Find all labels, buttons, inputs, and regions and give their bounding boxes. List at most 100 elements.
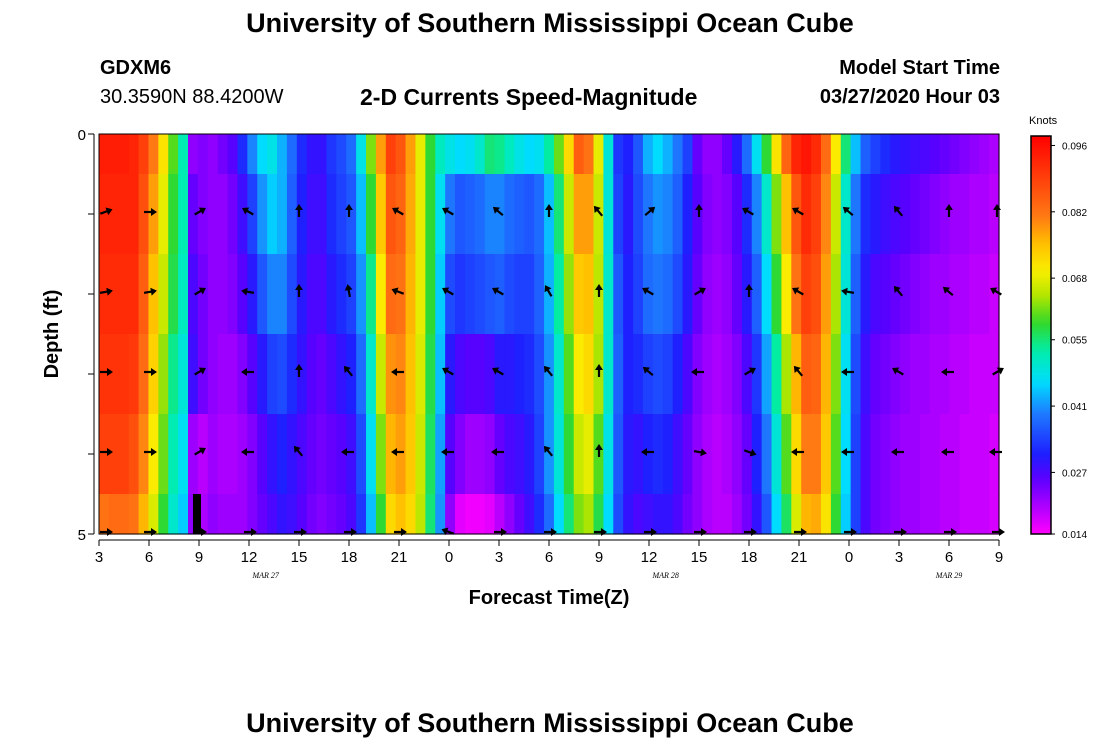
y-axis: 05	[78, 127, 95, 544]
heatmap-cell	[682, 494, 694, 535]
current-arrow-head	[491, 448, 497, 456]
current-arrow	[989, 448, 1002, 456]
heatmap-cell	[682, 174, 694, 255]
heatmap-cell	[870, 414, 881, 495]
heatmap-cell	[455, 254, 466, 335]
heatmap-cell	[919, 414, 931, 495]
heatmap-cell	[306, 414, 318, 495]
heatmap-cell	[494, 134, 506, 175]
heatmap-cell	[435, 134, 446, 175]
no-data-cells	[193, 494, 201, 534]
heatmap-cell	[633, 494, 644, 535]
heatmap-cell	[613, 174, 624, 255]
heatmap-cell	[791, 134, 802, 175]
heatmap-cell	[811, 174, 822, 255]
heatmap-cell	[939, 254, 951, 335]
heatmap-cell	[692, 134, 703, 175]
heatmap-cell	[306, 494, 318, 535]
y-tick-label: 0	[78, 127, 86, 144]
heatmap-cell	[425, 254, 436, 335]
heatmap-cell	[771, 134, 783, 175]
heatmap-cell	[652, 414, 664, 495]
heatmap-cell	[672, 494, 684, 535]
heatmap-cell	[662, 334, 674, 415]
current-arrow-head	[748, 367, 756, 375]
heatmap-cell	[267, 414, 278, 495]
heatmap-cell	[672, 134, 684, 175]
heatmap-cell	[751, 414, 763, 495]
heatmap-cell	[741, 134, 753, 175]
heatmap-cell	[692, 334, 703, 415]
current-arrow-head	[492, 367, 500, 375]
heatmap-cell	[771, 334, 783, 415]
heatmap-cell	[969, 134, 980, 175]
heatmap-cell	[484, 174, 496, 255]
current-arrow	[792, 287, 804, 296]
x-tick-label: 12	[241, 549, 258, 566]
heatmap-cell	[277, 414, 288, 495]
heatmap-cell	[553, 174, 565, 255]
heatmap-cell	[929, 414, 941, 495]
current-arrow	[194, 447, 206, 456]
heatmap-cell	[197, 174, 209, 255]
heatmap-cell	[316, 334, 328, 415]
heatmap-cell	[890, 334, 901, 415]
heatmap-cell	[178, 494, 189, 535]
current-arrow-head	[242, 207, 250, 215]
current-arrow-head	[295, 364, 303, 370]
current-arrow-head	[151, 368, 157, 376]
heatmap-cell	[672, 174, 684, 255]
heatmap-cell	[138, 414, 150, 495]
heatmap-cell	[791, 334, 802, 415]
current-arrow	[99, 207, 113, 216]
heatmap-cell	[613, 494, 624, 535]
heatmap-cell	[712, 414, 723, 495]
heatmap-cell	[672, 414, 684, 495]
heatmap-cell	[385, 334, 397, 415]
heatmap-cell	[405, 254, 417, 335]
y-tick-label: 5	[78, 527, 86, 544]
heatmap-cell	[741, 174, 753, 255]
heatmap-cell	[464, 254, 476, 335]
heatmap-cell	[781, 414, 792, 495]
heatmap-cell	[682, 134, 694, 175]
current-arrow	[593, 205, 604, 217]
heatmap-cell	[583, 134, 595, 175]
current-arrow	[100, 368, 113, 376]
heatmap-cell	[395, 254, 407, 335]
heatmap-cell	[415, 494, 426, 535]
current-arrow-head	[543, 445, 551, 454]
heatmap-cell	[99, 174, 110, 255]
heatmap-cell	[603, 334, 614, 415]
heatmap-cell	[425, 174, 436, 255]
current-arrow	[344, 284, 353, 298]
heatmap-cell	[909, 134, 921, 175]
heatmap-cell	[781, 494, 792, 535]
heatmap-cell	[652, 254, 664, 335]
heatmap-cell	[99, 254, 110, 335]
heatmap-cell	[573, 174, 585, 255]
heatmap-cell	[603, 174, 614, 255]
heatmap-cell	[415, 414, 426, 495]
heatmap-cell	[316, 414, 328, 495]
heatmap-cell	[731, 174, 743, 255]
current-arrow-head	[241, 287, 248, 296]
current-arrow	[391, 448, 404, 456]
heatmap-cell	[286, 334, 298, 415]
heatmap-cell	[820, 334, 832, 415]
heatmap-cell	[662, 414, 674, 495]
heatmap-cell	[118, 134, 130, 175]
heatmap-cell	[207, 254, 219, 335]
current-arrow	[595, 364, 603, 377]
heatmap-cell	[880, 414, 891, 495]
heatmap-cell	[336, 254, 347, 335]
heatmap-cell	[633, 134, 644, 175]
current-arrow-head	[392, 207, 400, 215]
heatmap-cell	[316, 174, 328, 255]
heatmap-cell	[919, 334, 931, 415]
heatmap-cell	[563, 494, 575, 535]
heatmap-cell	[702, 254, 713, 335]
heatmap-cell	[741, 494, 753, 535]
heatmap-cell	[286, 254, 298, 335]
heatmap-cell	[633, 254, 644, 335]
